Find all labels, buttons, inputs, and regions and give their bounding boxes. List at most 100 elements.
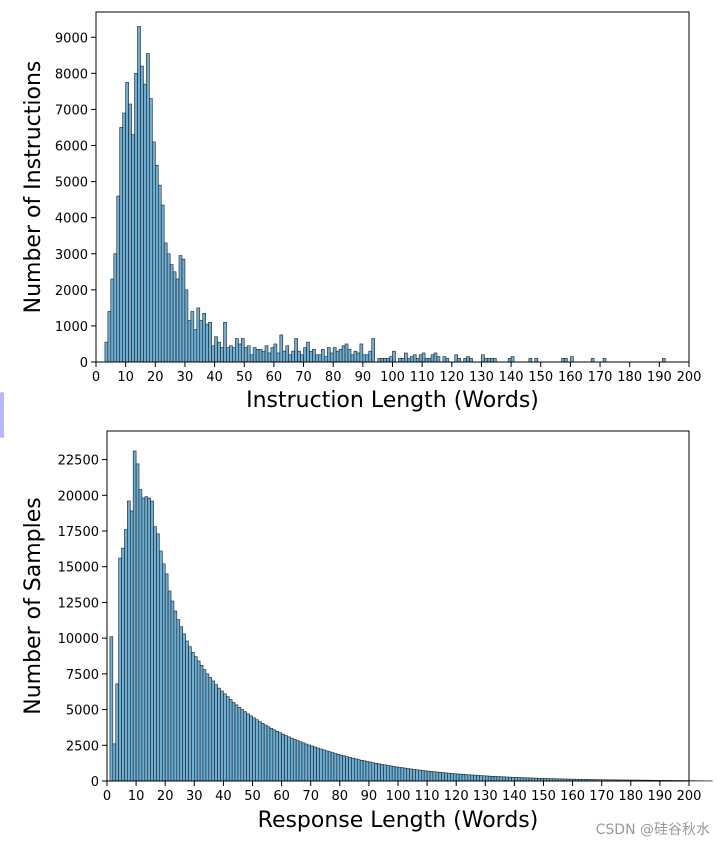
histogram-bar [278, 732, 282, 782]
histogram-bar [386, 765, 390, 782]
x-tick-label: 150 [531, 789, 556, 804]
histogram-bar [306, 341, 310, 363]
histogram-bar [234, 704, 239, 782]
histogram-bar [347, 349, 352, 363]
histogram-bar [163, 242, 168, 363]
histogram-bar [464, 774, 469, 782]
histogram-bar [356, 352, 361, 363]
histogram-bar [303, 347, 307, 363]
x-tick-label: 130 [469, 370, 494, 385]
histogram-bar [377, 763, 381, 782]
x-tick-label: 110 [410, 370, 435, 385]
histogram-bar [386, 358, 390, 363]
x-axis-label: Instruction Length (Words) [246, 388, 539, 413]
histogram-bar [124, 529, 128, 782]
histogram-bar [178, 255, 183, 363]
histogram-bar [240, 338, 245, 363]
histogram-bar [199, 664, 204, 782]
histogram-bar [336, 753, 341, 782]
histogram-bar [301, 742, 306, 782]
histogram-bar [508, 776, 512, 782]
histogram-bar [137, 26, 141, 363]
histogram-bar [187, 320, 192, 363]
histogram-bar [161, 563, 166, 782]
histogram-bar [288, 354, 292, 363]
histogram-bar [304, 743, 309, 782]
y-tick-label: 8000 [55, 67, 88, 82]
x-tick-label: 120 [444, 789, 469, 804]
histogram-bar [231, 702, 236, 782]
x-tick-label: 60 [273, 789, 290, 804]
y-tick-label: 22500 [58, 454, 99, 469]
x-tick-label: 40 [206, 370, 223, 385]
histogram-bar [487, 358, 491, 363]
histogram-bar [276, 352, 281, 363]
histogram-bar [487, 775, 492, 782]
histogram-bar [172, 271, 177, 363]
histogram-bar [507, 358, 512, 363]
histogram-bar [275, 730, 279, 782]
histogram-bar [321, 349, 325, 363]
histogram-bar [270, 347, 275, 363]
histogram-bar [510, 356, 515, 363]
histogram-bar [383, 358, 387, 363]
x-tick-label: 140 [499, 370, 524, 385]
y-tick-label: 1000 [55, 320, 88, 335]
histogram-bar [220, 690, 224, 782]
left-edge-artifact [0, 392, 4, 438]
histogram-bar [240, 709, 245, 782]
histogram-bar [134, 73, 138, 363]
histogram-bar [312, 349, 316, 363]
histogram-bar [380, 358, 384, 363]
histogram-bar [205, 673, 210, 782]
histogram-bar [432, 771, 437, 782]
histogram-bar [452, 773, 457, 782]
histogram-bar [179, 626, 183, 782]
histogram-bar [217, 341, 221, 363]
histogram-bar [285, 345, 290, 363]
histogram-bar [315, 354, 319, 363]
histogram-bar [125, 82, 129, 363]
histogram-bar [208, 322, 212, 363]
histogram-bar [223, 322, 227, 363]
histogram-bar [426, 770, 431, 782]
x-tick-label: 70 [302, 789, 319, 804]
histogram-bar [326, 347, 331, 363]
histogram-bar [249, 354, 254, 363]
histogram-bar [144, 496, 149, 782]
x-tick-label: 20 [147, 370, 164, 385]
histogram-bar [362, 760, 367, 782]
x-tick-label: 200 [677, 789, 702, 804]
histogram-bar [300, 354, 304, 363]
histogram-bar [140, 65, 144, 363]
histogram-bar [143, 83, 147, 363]
histogram-bar [327, 751, 332, 782]
histogram-bar [173, 610, 178, 782]
histogram-bar [269, 727, 274, 782]
y-tick-label: 2000 [55, 284, 88, 299]
histogram-bar [159, 550, 163, 782]
x-tick-label: 0 [92, 370, 100, 385]
x-tick-label: 100 [380, 370, 405, 385]
histogram-bar [359, 343, 364, 363]
x-tick-label: 80 [325, 370, 342, 385]
histogram-bar [182, 633, 186, 782]
histogram-bar [194, 656, 198, 782]
histogram-bar [374, 762, 378, 782]
histogram-bar [260, 722, 265, 782]
histogram-bar [362, 354, 367, 363]
x-tick-label: 170 [588, 370, 613, 385]
histogram-bar [261, 350, 266, 363]
histogram-bar [570, 356, 574, 363]
histogram-bar [267, 352, 272, 363]
histogram-bar [505, 776, 509, 782]
histogram-bar [121, 547, 125, 782]
histogram-bar [263, 724, 268, 782]
histogram-bar [226, 347, 230, 363]
histogram-bar [404, 352, 408, 363]
x-tick-label: 40 [215, 789, 232, 804]
x-tick-label: 170 [589, 789, 614, 804]
histogram-bar [528, 358, 533, 363]
histogram-bar [273, 343, 278, 363]
